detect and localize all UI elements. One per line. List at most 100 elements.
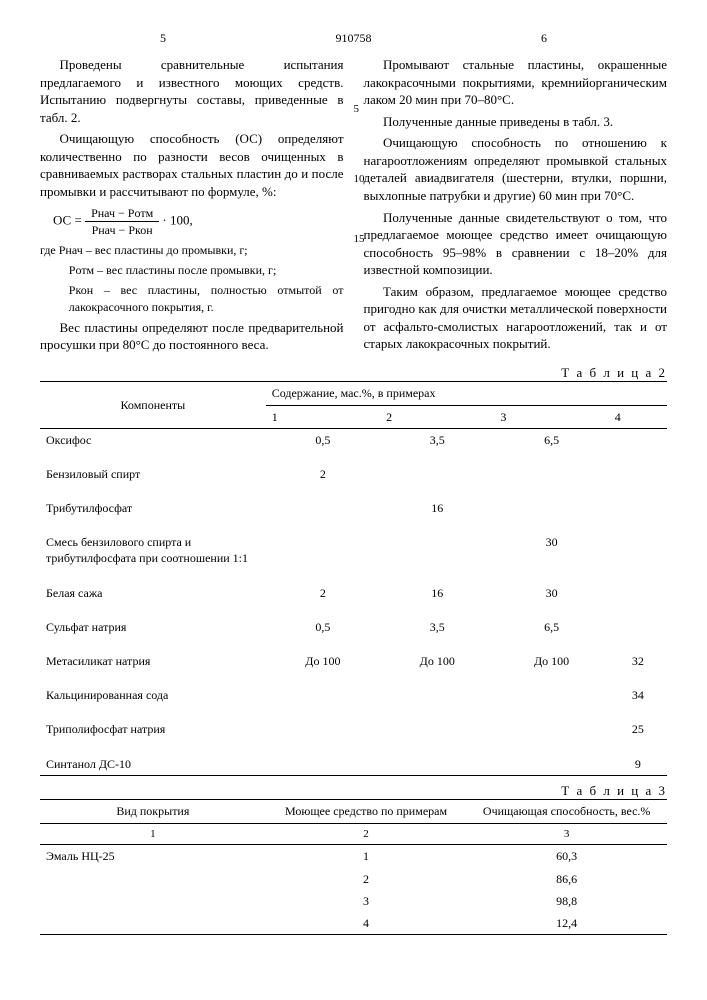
cell-value: До 100 — [380, 650, 494, 672]
ability-value: 60,3 — [466, 845, 667, 868]
cell-value — [494, 497, 608, 519]
component-name: Триполифосфат натрия — [40, 718, 266, 740]
cell-value: 30 — [494, 582, 608, 604]
cell-value — [380, 684, 494, 706]
cell-value — [609, 531, 667, 569]
table3: Вид покрытия Моющее средство по примерам… — [40, 799, 667, 935]
component-name: Белая сажа — [40, 582, 266, 604]
cell-value: 3,5 — [380, 428, 494, 451]
definition: где Pнач – вес пластины до промывки, г; — [40, 242, 344, 258]
cell-value: До 100 — [266, 650, 380, 672]
table3-subcol: 3 — [466, 823, 667, 845]
formula-tail: · 100, — [162, 212, 192, 227]
text-columns: 5 10 15 Проведены сравнительные испытани… — [40, 56, 667, 358]
table3-head-coating: Вид покрытия — [40, 800, 266, 823]
coating-name — [40, 912, 266, 935]
coating-name — [40, 868, 266, 890]
ability-value: 98,8 — [466, 890, 667, 912]
table2-head-content: Содержание, мас.%, в примерах — [266, 382, 667, 405]
component-name: Трибутилфосфат — [40, 497, 266, 519]
table-row: 286,6 — [40, 868, 667, 890]
cell-value — [609, 428, 667, 451]
cell-value — [266, 753, 380, 776]
document-id: 910758 — [336, 30, 372, 46]
cell-value — [266, 684, 380, 706]
table3-head-agent: Моющее средство по примерам — [266, 800, 467, 823]
cell-value: 34 — [609, 684, 667, 706]
cell-value: 16 — [380, 582, 494, 604]
table2-col: 3 — [494, 405, 608, 428]
cell-value: 16 — [380, 497, 494, 519]
left-column: Проведены сравнительные испытания предла… — [40, 56, 344, 358]
cell-value: До 100 — [494, 650, 608, 672]
numerator: Pнач − Pотм — [85, 205, 159, 222]
paragraph: Очищающую способность по отношению к наг… — [364, 134, 668, 204]
cell-value — [380, 463, 494, 485]
table-row: Триполифосфат натрия 25 — [40, 718, 667, 740]
cell-value — [266, 718, 380, 740]
example-number: 2 — [266, 868, 467, 890]
table-row: Бензиловый спирт2 — [40, 463, 667, 485]
table3-subcol: 2 — [266, 823, 467, 845]
table2-head-components: Компоненты — [40, 382, 266, 428]
cell-value: 30 — [494, 531, 608, 569]
cell-value — [266, 497, 380, 519]
line-marker: 15 — [354, 232, 365, 247]
table2-col: 4 — [609, 405, 667, 428]
paragraph: Полученные данные свидетельствуют о том,… — [364, 209, 668, 279]
example-number: 4 — [266, 912, 467, 935]
component-name: Сульфат натрия — [40, 616, 266, 638]
cell-value: 25 — [609, 718, 667, 740]
paragraph: Очищающую способность (ОС) определяют ко… — [40, 130, 344, 200]
fraction: Pнач − Pотм Pнач − Pкон — [85, 205, 159, 238]
cell-value — [494, 753, 608, 776]
component-name: Синтанол ДС-10 — [40, 753, 266, 776]
cell-value — [266, 531, 380, 569]
ability-value: 86,6 — [466, 868, 667, 890]
table-row: Эмаль НЦ-25160,3 — [40, 845, 667, 868]
cell-value — [494, 463, 608, 485]
page-number-right: 6 — [541, 30, 547, 46]
table2-col: 2 — [380, 405, 494, 428]
cell-value — [609, 497, 667, 519]
page-number-left: 5 — [160, 30, 166, 46]
page-header: 5 910758 6 — [40, 30, 667, 46]
table-row: Метасиликат натрияДо 100До 100До 10032 — [40, 650, 667, 672]
component-name: Бензиловый спирт — [40, 463, 266, 485]
right-column: Промывают стальные пластины, окрашенные … — [364, 56, 668, 358]
table2: Компоненты Содержание, мас.%, в примерах… — [40, 381, 667, 775]
definition: Pкон – вес пластины, полностью отмытой о… — [40, 282, 344, 314]
component-name: Кальцинированная сода — [40, 684, 266, 706]
paragraph: Таким образом, предлагаемое моющее средс… — [364, 283, 668, 353]
cell-value: 32 — [609, 650, 667, 672]
table-row: Кальцинированная сода 34 — [40, 684, 667, 706]
cell-value — [494, 684, 608, 706]
table-row: Сульфат натрия0,53,56,5 — [40, 616, 667, 638]
table-row: 412,4 — [40, 912, 667, 935]
definition: Pотм – вес пластины после промывки, г; — [40, 262, 344, 278]
cell-value — [380, 531, 494, 569]
cell-value: 0,5 — [266, 616, 380, 638]
paragraph: Проведены сравнительные испытания предла… — [40, 56, 344, 126]
paragraph: Полученные данные приведены в табл. 3. — [364, 113, 668, 131]
line-marker: 5 — [354, 102, 360, 117]
cell-value: 6,5 — [494, 428, 608, 451]
table-row: Трибутилфосфат 16 — [40, 497, 667, 519]
denominator: Pнач − Pкон — [85, 222, 159, 238]
table-row: Оксифос0,53,56,5 — [40, 428, 667, 451]
formula: ОС = Pнач − Pотм Pнач − Pкон · 100, — [40, 205, 344, 238]
cell-value — [380, 718, 494, 740]
component-name: Метасиликат натрия — [40, 650, 266, 672]
paragraph: Вес пластины определяют после предварите… — [40, 319, 344, 354]
table-row: Синтанол ДС-109 — [40, 753, 667, 776]
cell-value: 2 — [266, 582, 380, 604]
example-number: 1 — [266, 845, 467, 868]
cell-value — [609, 463, 667, 485]
component-name: Смесь бензилового спирта и трибутилфосфа… — [40, 531, 266, 569]
table3-head-ability: Очищающая способность, вес.% — [466, 800, 667, 823]
cell-value — [609, 616, 667, 638]
cell-value: 3,5 — [380, 616, 494, 638]
table-row: Белая сажа21630 — [40, 582, 667, 604]
cell-value — [380, 753, 494, 776]
table2-col: 1 — [266, 405, 380, 428]
